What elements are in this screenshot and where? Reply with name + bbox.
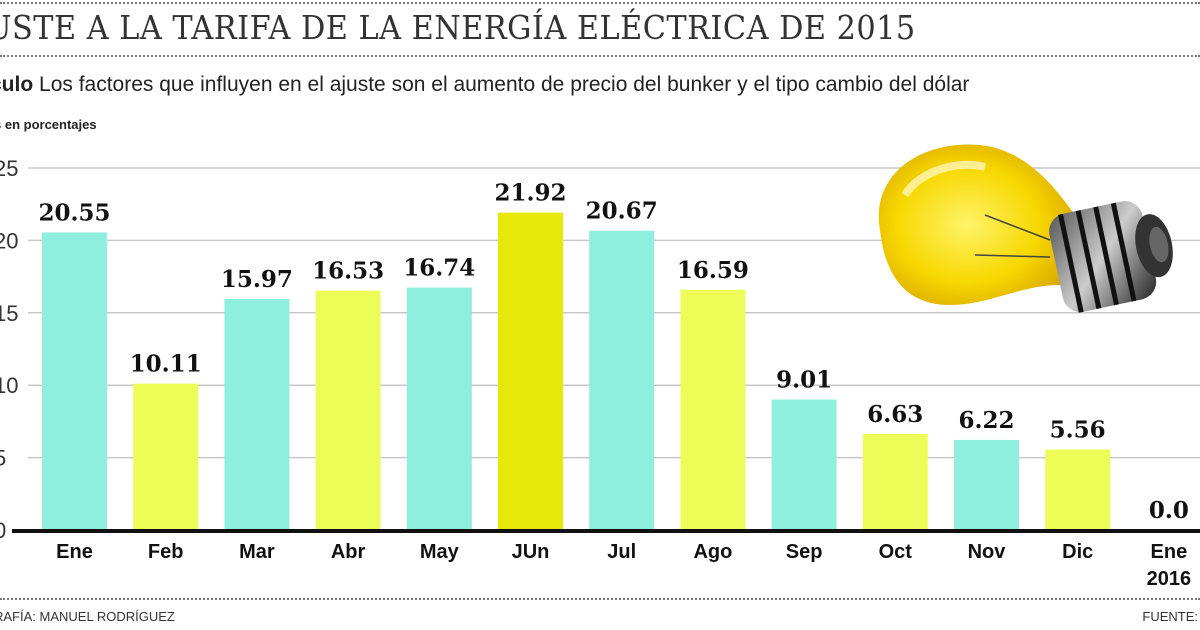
bar [680,289,746,530]
value-label: 0.0 [1149,497,1189,524]
x-tick-label: Abr [331,541,366,563]
bar [315,290,381,530]
unit-label: s en porcentajes [0,117,97,132]
x-tick-sublabel: 2016 [1147,568,1192,590]
bar-chart: 0 5 10 15 20 25 20.55 Ene 10.11 Feb 15.97 Mar 16.53 A… [0,156,1200,590]
value-label: 5.56 [1050,416,1106,443]
bar [42,232,107,530]
value-label: 16.53 [312,258,384,285]
top-divider [0,2,1200,4]
x-tick-label: Ene [56,541,93,563]
value-label: 16.59 [677,257,749,284]
value-label: 6.22 [958,407,1014,434]
x-tick-label: Mar [239,541,275,563]
chart-title: USTE A LA TARIFA DE LA ENERGÍA ELÉCTRICA… [0,8,916,47]
x-tick-label: Sep [786,541,823,563]
bar [133,383,199,530]
light-bulb-icon [878,144,1173,313]
bar [224,298,290,530]
bar [954,439,1019,530]
footer-divider [0,598,1200,600]
y-tick-label: 10 [0,373,18,398]
title-divider [0,55,1200,57]
bar [406,287,472,530]
y-tick-label: 25 [0,156,18,181]
value-label: 10.11 [130,351,202,378]
chart-subtitle: culo Los factores que influyen en el aju… [0,73,969,97]
bar [1045,449,1111,530]
value-label: 20.67 [586,198,658,225]
value-label: 21.92 [494,180,566,207]
bar [589,230,655,530]
y-tick-label: 15 [0,301,18,326]
x-tick-label: Dic [1062,541,1093,563]
y-tick-label: 20 [0,228,18,253]
value-label: 15.97 [221,266,293,293]
value-label: 6.63 [867,401,923,428]
y-tick-label: 0 [0,518,6,543]
value-label: 20.55 [38,199,110,226]
x-tick-label: Ago [693,541,732,563]
bar [771,399,837,530]
x-tick-label: Ene [1151,541,1188,563]
source-text: FUENTE: [1142,609,1198,624]
value-label: 9.01 [776,367,832,394]
x-tick-label: Oct [879,541,913,563]
x-tick-label: Feb [148,541,184,563]
x-tick-label: JUn [512,541,550,563]
x-tick-label: Nov [968,541,1007,563]
bar [862,433,928,530]
credit-text: RAFÍA: MANUEL RODRÍGUEZ [0,609,175,624]
subtitle-lead: culo [0,73,34,96]
x-tick-label: May [420,541,460,563]
x-tick-label: Jul [607,541,636,563]
y-tick-label: 5 [0,446,6,471]
subtitle-text: Los factores que influyen en el ajuste s… [39,73,970,96]
bar [498,212,563,531]
value-label: 16.74 [403,255,475,282]
